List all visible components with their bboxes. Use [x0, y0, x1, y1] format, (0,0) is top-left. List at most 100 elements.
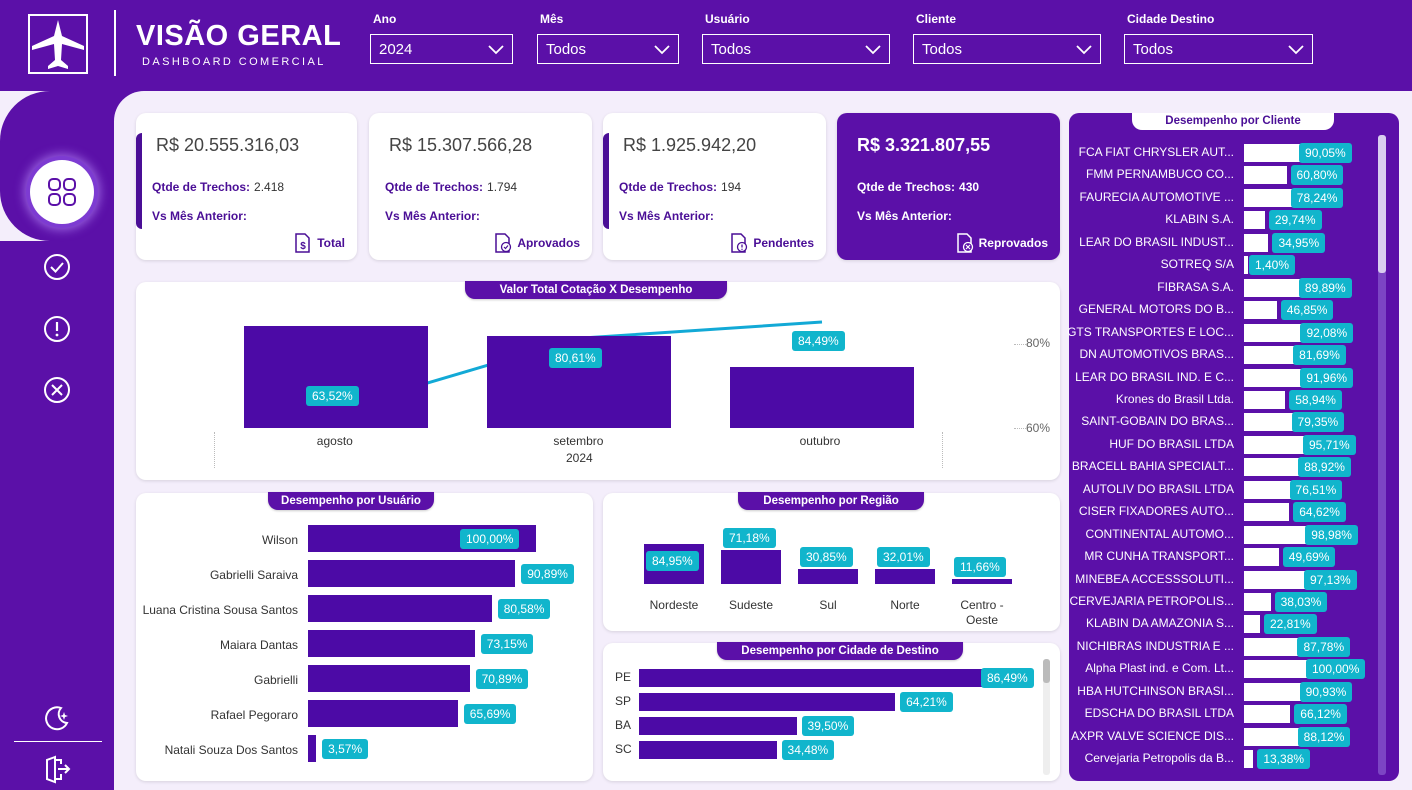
kpi-trechos: Qtde de Trechos: 194	[619, 180, 741, 194]
client-row[interactable]: MR CUNHA TRANSPORT... 49,69%	[1069, 546, 1379, 568]
city-bar[interactable]	[639, 717, 797, 735]
plane-logo-icon	[28, 14, 88, 74]
client-row[interactable]: KLABIN S.A. 29,74%	[1069, 209, 1379, 231]
user-name-label: Luana Cristina Sousa Santos	[142, 603, 298, 617]
client-row[interactable]: BRACELL BAHIA SPECIALT... 88,92%	[1069, 456, 1379, 478]
client-value-label: 81,69%	[1293, 345, 1346, 366]
client-row[interactable]: KLABIN DA AMAZONIA S... 22,81%	[1069, 613, 1379, 635]
client-row[interactable]: SAINT-GOBAIN DO BRAS... 79,35%	[1069, 411, 1379, 433]
client-row[interactable]: GTS TRANSPORTES E LOC... 92,08%	[1067, 322, 1379, 344]
filter-cliente-select[interactable]: Todos	[913, 34, 1101, 64]
logout-icon[interactable]	[42, 754, 72, 784]
client-value-label: 49,69%	[1282, 547, 1336, 568]
kpi-card-aprovados[interactable]: R$ 15.307.566,28 Qtde de Trechos: 1.794 V…	[369, 113, 592, 260]
client-value-label: 92,08%	[1300, 322, 1354, 343]
region-performance-card: Desempenho por Região 84,95% Nordeste 71,1…	[603, 492, 1060, 631]
client-row[interactable]: FCA FIAT CHRYSLER AUT... 90,05%	[1069, 142, 1379, 164]
theme-toggle-icon[interactable]	[42, 703, 72, 733]
user-bar[interactable]	[308, 700, 458, 727]
filter-usuario-select[interactable]: Todos	[702, 34, 890, 64]
client-row[interactable]: SOTREQ S/A 1,40%	[1069, 254, 1379, 276]
kpi-trechos-label: Qtde de Trechos:	[385, 180, 484, 194]
kpi-card-total[interactable]: R$ 20.555.316,03 Qtde de Trechos: 2.418 V…	[136, 113, 357, 260]
chevron-down-icon	[865, 45, 881, 55]
client-value-label: 90,93%	[1299, 681, 1353, 702]
client-row[interactable]: AUTOLIV DO BRASIL LTDA 76,51%	[1069, 479, 1379, 501]
region-bar[interactable]	[721, 550, 781, 584]
client-row[interactable]: CONTINENTAL AUTOMO... 98,98%	[1069, 524, 1379, 546]
y2-tick-80: 80%	[1026, 336, 1051, 350]
region-bar[interactable]	[798, 569, 858, 584]
client-bar	[1244, 166, 1287, 185]
check-circle-icon[interactable]	[42, 252, 72, 282]
client-value-label: 88,12%	[1297, 726, 1351, 747]
filter-ano-select[interactable]: 2024	[370, 34, 513, 64]
user-bar[interactable]	[308, 665, 470, 692]
user-bar[interactable]	[308, 630, 475, 657]
region-bar[interactable]	[952, 578, 1012, 584]
client-row[interactable]: GENERAL MOTORS DO B... 46,85%	[1069, 299, 1379, 321]
client-bar	[1244, 480, 1298, 499]
combo-chart-card: Valor Total Cotação X Desempenho 80% 60%…	[136, 281, 1060, 480]
client-scrollbar-thumb[interactable]	[1378, 135, 1386, 273]
client-name-label: FAURECIA AUTOMOTIVE ...	[1079, 189, 1234, 204]
client-row[interactable]: Cervejaria Petropolis da B... 13,38%	[1069, 748, 1379, 770]
client-row[interactable]: LEAR DO BRASIL INDUST... 34,95%	[1069, 232, 1379, 254]
document-x-icon	[956, 233, 973, 253]
client-row[interactable]: AXPR VALVE SCIENCE DIS... 88,12%	[1069, 726, 1379, 748]
client-row[interactable]: CISER FIXADORES AUTO... 64,62%	[1069, 501, 1379, 523]
filter-cidade-value: Todos	[1133, 41, 1174, 58]
region-name-label: Nordeste	[649, 598, 699, 612]
client-scrollbar[interactable]	[1378, 135, 1386, 775]
client-row[interactable]: DN AUTOMOTIVOS BRAS... 81,69%	[1069, 344, 1379, 366]
client-bar	[1244, 750, 1254, 769]
kpi-card-reprovados[interactable]: R$ 3.321.807,55 Qtde de Trechos: 430 Vs M…	[837, 113, 1060, 260]
client-value-label: 89,89%	[1298, 277, 1352, 298]
client-value-label: 13,38%	[1257, 749, 1311, 770]
client-bar	[1244, 233, 1269, 252]
nav-dashboard-button[interactable]	[30, 160, 94, 224]
region-bar[interactable]	[875, 568, 935, 584]
city-bar[interactable]	[639, 693, 896, 711]
combo-bar[interactable]	[244, 326, 428, 428]
client-row[interactable]: Krones do Brasil Ltda. 58,94%	[1069, 389, 1379, 411]
city-bar[interactable]	[639, 669, 984, 687]
kpi-vs-label: Vs Mês Anterior:	[152, 209, 247, 223]
user-bar[interactable]	[308, 735, 317, 762]
client-row[interactable]: Alpha Plast ind. e Com. Lt... 100,00%	[1069, 658, 1379, 680]
client-row[interactable]: MINEBEA ACCESSSOLUTI... 97,13%	[1069, 569, 1379, 591]
filter-cidade-select[interactable]: Todos	[1124, 34, 1313, 64]
city-value-label: 39,50%	[801, 716, 855, 736]
alert-circle-icon[interactable]	[42, 314, 72, 344]
x-circle-icon[interactable]	[42, 375, 72, 405]
city-scrollbar[interactable]	[1043, 659, 1050, 775]
client-row[interactable]: LEAR DO BRASIL IND. E C... 91,96%	[1069, 367, 1379, 389]
city-scrollbar-thumb[interactable]	[1043, 659, 1050, 683]
client-row[interactable]: CERVEJARIA PETROPOLIS... 38,03%	[1069, 591, 1379, 613]
client-chart-title: Desempenho por Cliente	[1132, 113, 1334, 130]
combo-bar[interactable]	[730, 367, 914, 428]
chevron-down-icon	[1076, 45, 1092, 55]
user-bar[interactable]	[308, 560, 516, 587]
client-row[interactable]: NICHIBRAS INDUSTRIA E ... 87,78%	[1069, 636, 1379, 658]
client-bar	[1244, 368, 1309, 387]
client-row[interactable]: FAURECIA AUTOMOTIVE ... 78,24%	[1069, 187, 1379, 209]
client-performance-panel: Desempenho por Cliente FCA FIAT CHRYSLER…	[1067, 113, 1399, 781]
client-row[interactable]: FMM PERNAMBUCO CO... 60,80%	[1069, 164, 1379, 186]
combo-data-label: 63,52%	[306, 386, 359, 406]
client-row[interactable]: FIBRASA S.A. 89,89%	[1069, 277, 1379, 299]
client-row[interactable]: EDSCHA DO BRASIL LTDA 66,12%	[1069, 703, 1379, 725]
client-name-label: CISER FIXADORES AUTO...	[1078, 504, 1234, 519]
city-bar[interactable]	[639, 741, 777, 759]
user-name-label: Wilson	[261, 533, 298, 547]
client-row[interactable]: HUF DO BRASIL LTDA 95,71%	[1069, 434, 1379, 456]
chevron-down-icon	[488, 45, 504, 55]
filter-mes-select[interactable]: Todos	[537, 34, 679, 64]
kpi-card-pendentes[interactable]: R$ 1.925.942,20 Qtde de Trechos: 194 Vs M…	[603, 113, 826, 260]
client-bar	[1244, 278, 1307, 297]
kpi-footer-label: Reprovados	[978, 236, 1048, 250]
user-bar[interactable]	[308, 595, 492, 622]
chevron-down-icon	[654, 45, 670, 55]
client-row[interactable]: HBA HUTCHINSON BRASI... 90,93%	[1069, 681, 1379, 703]
user-value-label: 73,15%	[480, 634, 534, 654]
